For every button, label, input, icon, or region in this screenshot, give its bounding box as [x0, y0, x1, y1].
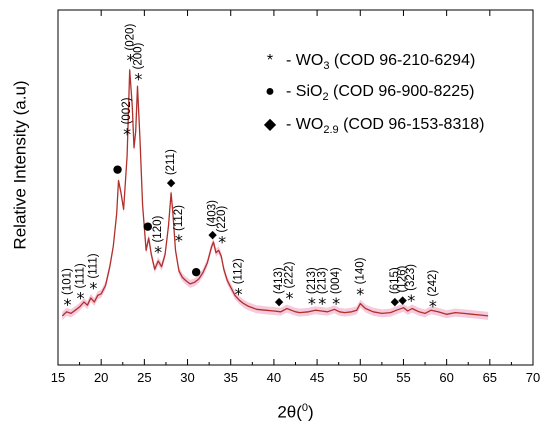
peak-label: (004) [330, 267, 342, 294]
x-axis: 15 20 25 30 35 40 45 50 55 60 65 70 [51, 10, 540, 385]
peak-marker: ◆ [167, 176, 176, 189]
peak-marker: * [134, 69, 142, 88]
y-axis-label: Relative Intensity (a.u) [4, 0, 38, 330]
peak-label: (200) [132, 42, 144, 69]
peak-marker: * [123, 124, 131, 143]
peak-label: (242) [427, 270, 439, 297]
peak-marker: * [76, 288, 84, 307]
legend-item-wo3: * - WO3 (COD 96-210-6294) [258, 52, 484, 83]
peak-marker: ● [191, 265, 201, 278]
peak-label: (413) [273, 267, 285, 294]
x-tick-label: 40 [267, 370, 281, 385]
peak-label: (111) [87, 253, 99, 278]
legend-label: - SiO2 (COD 96-900-8225) [286, 83, 475, 104]
legend-label: - WO3 (COD 96-210-6294) [286, 52, 476, 73]
peak-label: (126) [397, 265, 409, 292]
x-tick-label: 50 [353, 370, 367, 385]
x-tick-label: 70 [526, 370, 540, 385]
peak-marker: * [218, 233, 226, 252]
peak-label: (323) [405, 264, 417, 291]
peak-label: (111) [75, 263, 87, 288]
peak-label: (101) [61, 268, 73, 295]
x-axis-label: 2θ(0) [277, 402, 314, 422]
legend-item-sio2: ● - SiO2 (COD 96-900-8225) [258, 83, 484, 114]
peak-marker: ◆ [208, 228, 217, 241]
peak-marker: * [429, 297, 437, 316]
peak-marker: * [154, 242, 162, 261]
x-tick-label: 60 [439, 370, 453, 385]
peak-marker: * [64, 295, 72, 314]
peak-label: (615) [389, 267, 401, 294]
peak-label: (403) [207, 200, 219, 227]
x-tick-label: 30 [180, 370, 194, 385]
peak-marker: * [407, 291, 415, 310]
peak-marker: * [285, 288, 293, 307]
peak-marker: ● [113, 162, 123, 175]
peak-label: (120) [152, 216, 164, 243]
x-tick-label: 25 [137, 370, 151, 385]
peak-marker: * [127, 51, 135, 70]
x-tick-label: 15 [51, 370, 65, 385]
legend-item-wo29: ◆ - WO2.9 (COD 96-153-8318) [258, 114, 485, 145]
peak-marker: * [235, 284, 243, 303]
peak-label: (020) [125, 24, 137, 51]
asterisk-marker-icon: * [266, 52, 274, 69]
peak-label: (222) [284, 261, 296, 288]
y-axis-label-text: Relative Intensity (a.u) [11, 80, 31, 250]
peak-label: (213) [306, 267, 318, 294]
x-tick-label: 35 [223, 370, 237, 385]
series-line [61, 69, 489, 317]
x-tick-label: 45 [310, 370, 324, 385]
peak-marker: ◆ [275, 295, 284, 308]
diamond-marker-icon: ◆ [263, 116, 277, 133]
peak-label: (213) [316, 267, 328, 294]
x-tick-label: 65 [483, 370, 497, 385]
dot-marker-icon: ● [265, 83, 275, 100]
x-tick-label: 55 [396, 370, 410, 385]
diffraction-pattern [61, 69, 489, 317]
peak-marker: * [356, 284, 364, 303]
peak-marker: * [318, 294, 326, 313]
peak-label: (002) [121, 97, 133, 124]
peak-marker: * [308, 294, 316, 313]
peak-label: (112) [173, 205, 185, 231]
peak-marker: ◆ [391, 295, 400, 308]
peak-marker: * [332, 294, 340, 313]
peak-marker: ◆ [398, 294, 407, 307]
legend-label: - WO2.9 (COD 96-153-8318) [286, 116, 485, 137]
peak-marker: ● [143, 220, 153, 233]
peak-annotations: *(101)*(111) *(111)●*(002)*(020)*(200)●*(… [61, 24, 438, 316]
peak-label: (140) [354, 257, 366, 284]
peak-label: (112) [233, 258, 245, 284]
peak-marker: * [89, 279, 97, 298]
peak-label: (220) [216, 206, 228, 233]
peak-label: (211) [165, 149, 177, 175]
peak-marker: * [175, 231, 183, 250]
x-tick-label: 20 [94, 370, 108, 385]
legend: * - WO3 (COD 96-210-6294) ● - SiO2 (COD 96… [258, 52, 485, 145]
